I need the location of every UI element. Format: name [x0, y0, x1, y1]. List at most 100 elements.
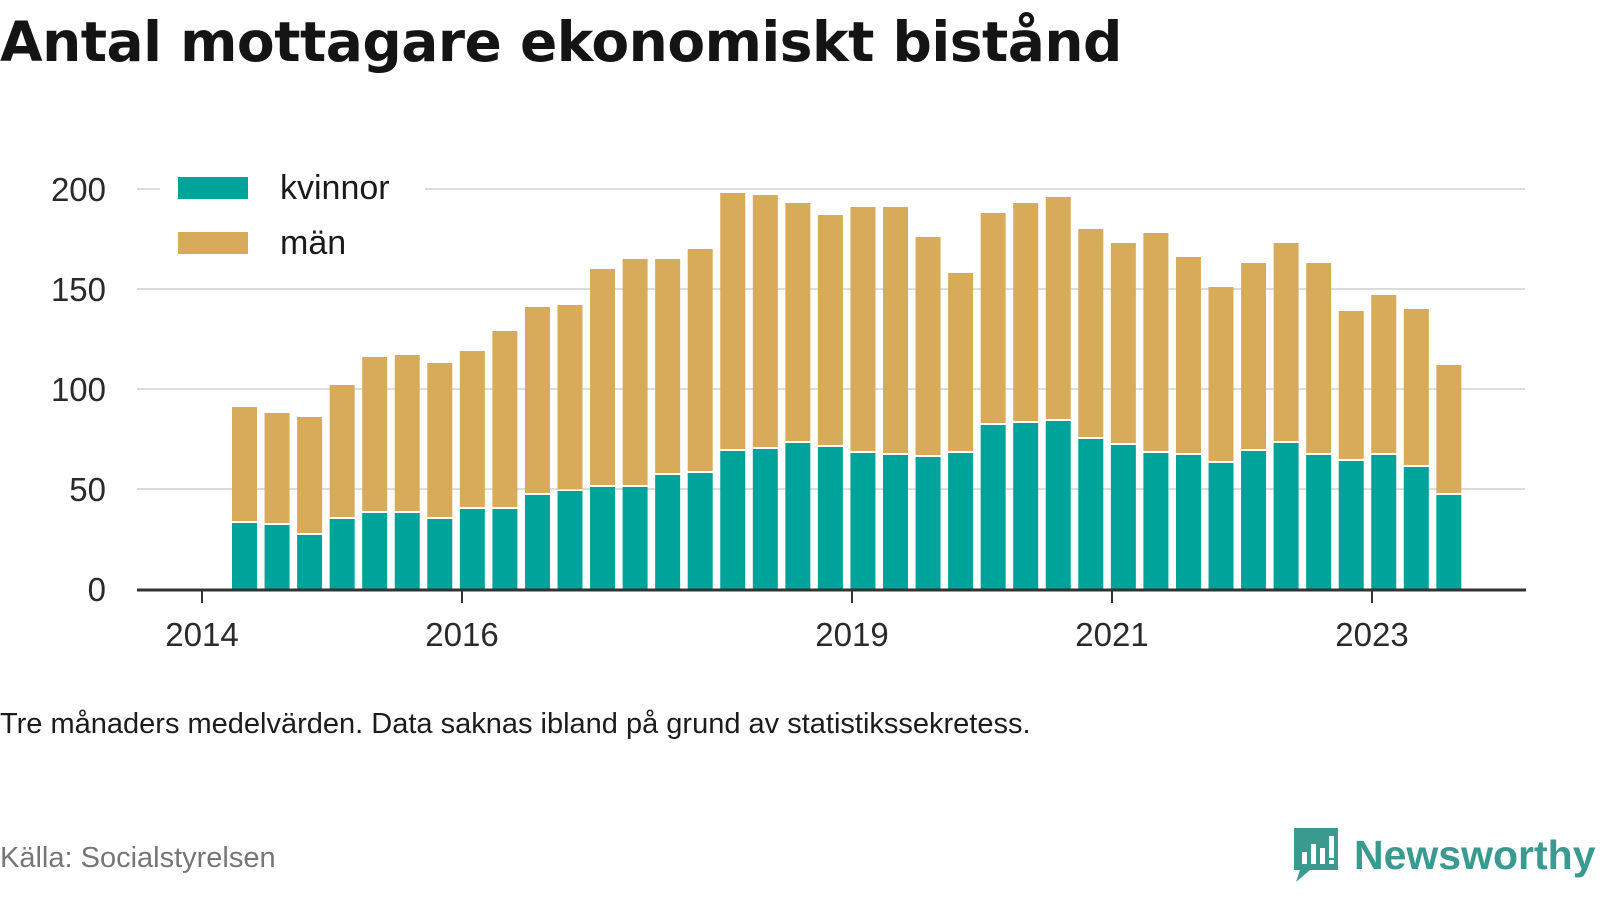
y-tick-label-100: 100	[51, 371, 106, 408]
bar-kvinnor-0	[232, 523, 257, 589]
bar-kvinnor-20	[883, 455, 908, 589]
bar-man-26	[1078, 229, 1104, 437]
bar-kvinnor-4	[362, 513, 388, 589]
bar-kvinnor-31	[1241, 451, 1267, 589]
bar-kvinnor-37	[1436, 495, 1462, 589]
bar-man-6	[427, 363, 453, 517]
bar-man-28	[1143, 233, 1169, 451]
bar-man-2	[297, 417, 323, 533]
bar-kvinnor-18	[817, 447, 843, 589]
bar-man-31	[1241, 263, 1267, 449]
bar-man-9	[524, 307, 550, 493]
bar-man-15	[720, 193, 746, 449]
bar-kvinnor-9	[524, 495, 550, 589]
bar-kvinnor-36	[1403, 467, 1429, 589]
bar-kvinnor-32	[1273, 443, 1299, 589]
chart-note: Tre månaders medelvärden. Data saknas ib…	[0, 708, 1031, 740]
bar-man-21	[915, 237, 941, 455]
bar-kvinnor-22	[948, 453, 974, 589]
bar-man-4	[362, 357, 388, 511]
bar-kvinnor-5	[394, 513, 420, 589]
bar-kvinnor-2	[297, 535, 323, 589]
bar-kvinnor-26	[1078, 439, 1104, 589]
bar-kvinnor-17	[785, 443, 811, 589]
bar-kvinnor-14	[687, 473, 713, 589]
legend-label-man: män	[280, 224, 346, 262]
x-tick-label-2021: 2021	[1075, 616, 1148, 653]
brand-name: Newsworthy	[1354, 831, 1596, 878]
bar-man-12	[622, 259, 648, 485]
bar-man-36	[1403, 309, 1429, 465]
x-tick-label-2016: 2016	[425, 616, 498, 653]
bar-man-33	[1306, 263, 1332, 453]
bar-kvinnor-8	[492, 509, 518, 589]
y-tick-label-0: 0	[88, 571, 106, 608]
bar-man-10	[557, 305, 583, 489]
legend: kvinnor män	[160, 158, 425, 270]
bar-kvinnor-30	[1208, 463, 1234, 589]
bar-man-7	[459, 351, 485, 507]
bar-kvinnor-11	[590, 487, 616, 589]
bar-man-29	[1175, 257, 1201, 453]
bar-kvinnor-1	[264, 525, 290, 589]
bar-man-0	[232, 407, 257, 521]
bar-kvinnor-19	[850, 453, 876, 589]
source-label: Källa: Socialstyrelsen	[0, 842, 276, 874]
bar-kvinnor-13	[655, 475, 681, 589]
bar-man-20	[883, 207, 908, 453]
x-tick-label-2014: 2014	[165, 616, 238, 653]
bar-man-16	[752, 195, 778, 447]
legend-label-kvinnor: kvinnor	[280, 169, 390, 207]
newsworthy-logo-icon	[1294, 828, 1338, 882]
bar-kvinnor-25	[1045, 421, 1071, 589]
bar-man-8	[492, 331, 518, 507]
bar-kvinnor-6	[427, 519, 453, 589]
bar-man-23	[980, 213, 1006, 423]
bar-kvinnor-28	[1143, 453, 1169, 589]
bar-man-30	[1208, 287, 1234, 461]
stacked-bars	[232, 193, 1462, 589]
bar-man-13	[655, 259, 681, 473]
y-tick-label-150: 150	[51, 271, 106, 308]
bar-kvinnor-7	[459, 509, 485, 589]
x-tick-label-2019: 2019	[815, 616, 888, 653]
bar-man-18	[817, 215, 843, 445]
legend-swatch-kvinnor	[178, 177, 248, 199]
bar-kvinnor-21	[915, 457, 941, 589]
bar-kvinnor-33	[1306, 455, 1332, 589]
bar-kvinnor-29	[1175, 455, 1201, 589]
x-tick-label-2023: 2023	[1335, 616, 1408, 653]
bar-man-37	[1436, 365, 1462, 493]
bar-man-32	[1273, 243, 1299, 441]
bar-kvinnor-24	[1013, 423, 1039, 589]
bar-kvinnor-15	[720, 451, 746, 589]
bar-man-1	[264, 413, 290, 523]
bar-kvinnor-27	[1110, 445, 1136, 589]
bar-kvinnor-23	[980, 425, 1006, 589]
bar-man-35	[1371, 295, 1397, 453]
y-tick-label-200: 200	[51, 171, 106, 208]
brand-logo: Newsworthy	[1290, 826, 1596, 884]
bar-man-14	[687, 249, 713, 471]
bar-man-19	[850, 207, 876, 451]
bar-man-17	[785, 203, 811, 441]
bar-man-25	[1045, 197, 1071, 419]
bar-kvinnor-12	[622, 487, 648, 589]
legend-swatch-man	[178, 232, 248, 254]
bar-man-11	[590, 269, 616, 485]
y-tick-label-50: 50	[69, 471, 106, 508]
bar-man-34	[1338, 311, 1364, 459]
y-axis-tick-labels: 0 50 100 150 200	[51, 171, 106, 608]
bar-kvinnor-10	[557, 491, 583, 589]
bar-kvinnor-16	[752, 449, 778, 589]
bar-kvinnor-3	[329, 519, 355, 589]
bar-man-5	[394, 355, 420, 511]
bar-man-22	[948, 273, 974, 451]
x-axis-ticks: 2014 2016 2019 2021 2023	[165, 589, 1409, 653]
bar-kvinnor-34	[1338, 461, 1364, 589]
bar-kvinnor-35	[1371, 455, 1397, 589]
bar-man-27	[1110, 243, 1136, 443]
chart-title: Antal mottagare ekonomiskt bistånd	[0, 10, 1122, 74]
